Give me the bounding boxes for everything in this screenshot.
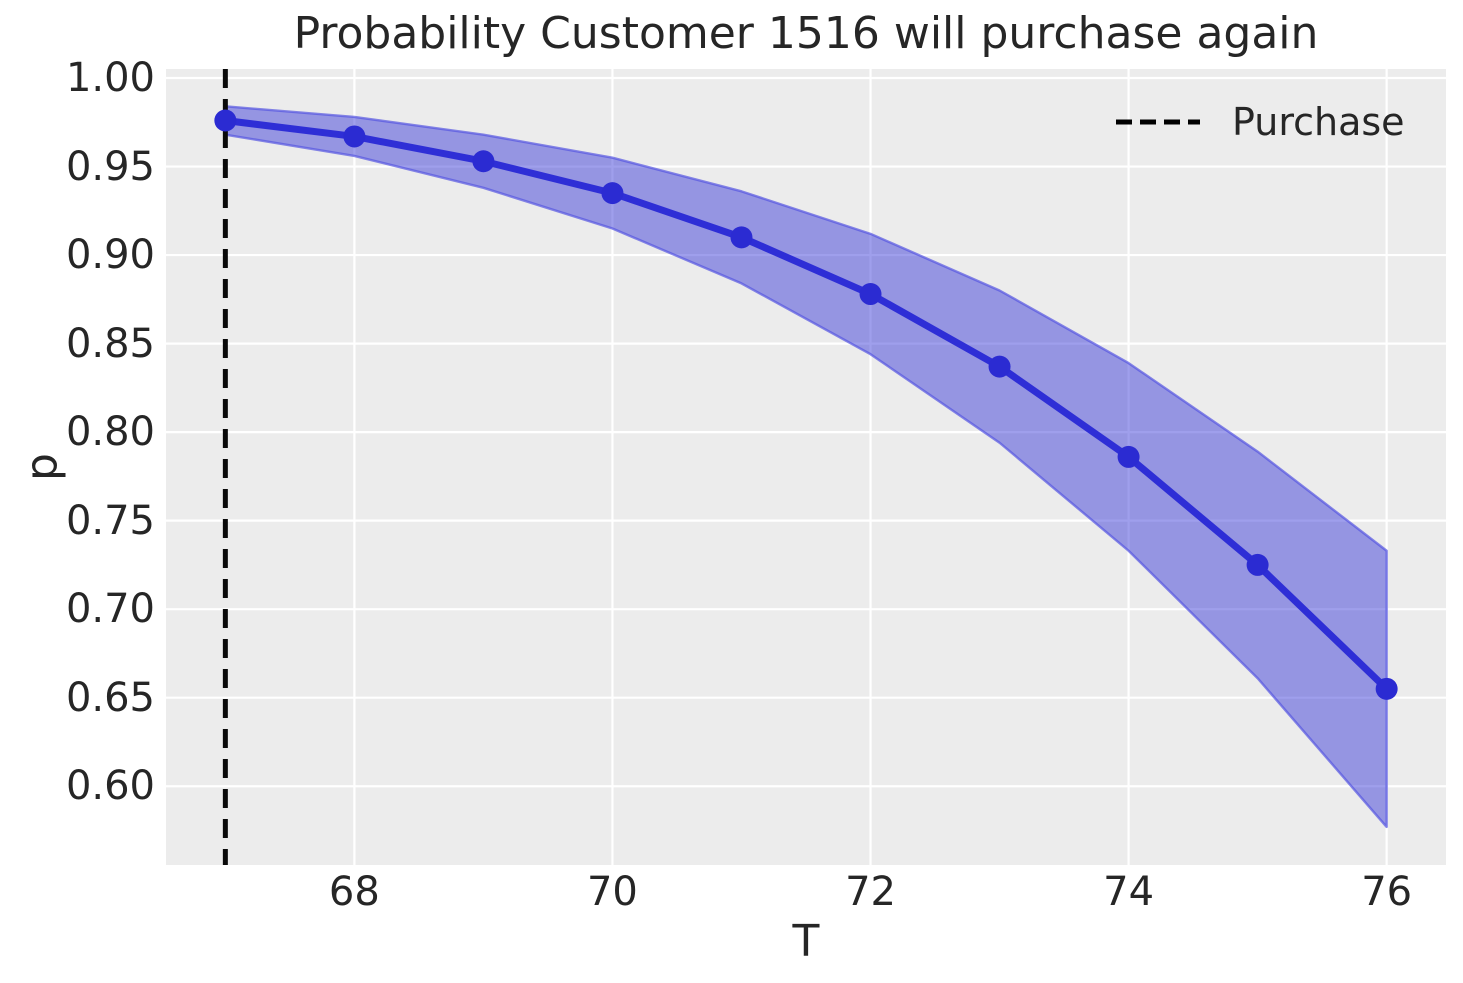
y-tick-label: 0.70 xyxy=(65,586,155,633)
x-tick-label: 74 xyxy=(1103,869,1155,915)
data-point xyxy=(730,226,753,249)
y-tick-label: 1.00 xyxy=(65,55,155,102)
y-axis-label: p xyxy=(16,453,68,481)
data-point xyxy=(859,283,882,306)
data-point xyxy=(1375,677,1398,700)
data-point xyxy=(601,182,624,205)
data-point xyxy=(988,355,1011,378)
legend-dash-icon xyxy=(1116,119,1200,125)
data-point xyxy=(214,109,237,132)
data-point xyxy=(472,150,495,173)
y-tick-label: 0.90 xyxy=(65,232,155,279)
x-tick-label: 72 xyxy=(845,869,896,915)
y-tick-label: 0.80 xyxy=(65,409,155,456)
probability-line xyxy=(221,117,1391,693)
x-tick-label: 76 xyxy=(1361,869,1413,915)
y-tick-label: 0.75 xyxy=(65,497,155,544)
legend-label: Purchase xyxy=(1232,100,1405,144)
y-tick-label: 0.60 xyxy=(65,763,155,810)
data-point xyxy=(1117,445,1140,468)
y-tick-label: 0.95 xyxy=(65,143,155,190)
x-tick-label: 70 xyxy=(586,869,638,915)
y-tick-label: 0.65 xyxy=(65,674,155,721)
data-point xyxy=(343,125,366,148)
data-point xyxy=(1246,553,1269,576)
x-tick-label: 68 xyxy=(328,869,380,915)
x-axis-label: T xyxy=(792,916,820,967)
chart-title: Probability Customer 1516 will purchase … xyxy=(293,8,1319,59)
confidence-band xyxy=(224,105,1388,829)
legend: Purchase xyxy=(1116,98,1405,146)
plot-area xyxy=(166,69,1446,865)
y-tick-label: 0.85 xyxy=(65,320,155,367)
